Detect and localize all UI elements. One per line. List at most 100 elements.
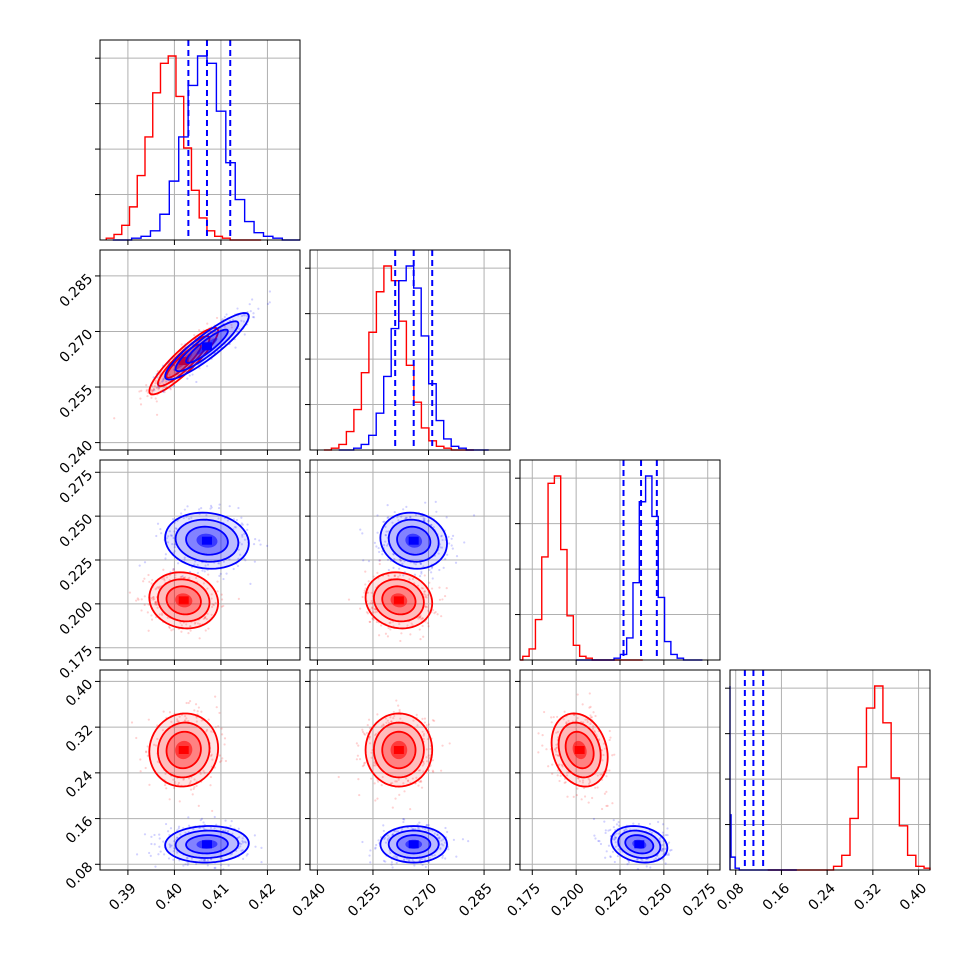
sample-point	[207, 718, 210, 721]
sample-point	[180, 512, 183, 515]
sample-point	[374, 764, 377, 767]
sample-point	[260, 861, 263, 864]
sample-point	[378, 559, 381, 562]
sample-point	[394, 855, 397, 859]
sample-point	[591, 796, 594, 800]
sample-point	[423, 590, 426, 593]
sample-point	[251, 315, 255, 319]
sample-point	[590, 716, 594, 719]
sample-point	[189, 788, 193, 791]
sample-point	[185, 701, 188, 705]
sample-point	[157, 388, 160, 391]
sample-point	[361, 840, 364, 844]
sample-point	[377, 546, 380, 550]
sample-point	[426, 828, 430, 832]
sample-point	[143, 595, 146, 598]
sample-point	[358, 758, 362, 761]
sample-point	[243, 557, 246, 560]
sample-point	[151, 578, 154, 582]
sample-point	[387, 568, 390, 572]
sample-point	[172, 786, 176, 790]
sample-point	[157, 853, 160, 856]
sample-point	[371, 617, 374, 621]
sample-point	[167, 857, 171, 860]
sample-point	[566, 795, 569, 798]
sample-point	[206, 587, 209, 590]
sample-point	[419, 614, 422, 617]
sample-point	[173, 545, 176, 549]
density-peak	[178, 746, 189, 754]
sample-point	[188, 576, 191, 579]
sample-point	[172, 551, 175, 555]
sample-point	[162, 378, 165, 381]
sample-point	[666, 853, 669, 856]
sample-point	[168, 530, 171, 533]
sample-point	[156, 586, 159, 589]
sample-point	[421, 764, 424, 767]
sample-point	[372, 764, 375, 767]
sample-point	[441, 856, 444, 859]
sample-point	[238, 842, 242, 845]
sample-point	[169, 534, 173, 537]
panel-content	[130, 695, 263, 870]
sample-point	[588, 780, 592, 784]
sample-point	[368, 854, 371, 857]
sample-point	[443, 594, 447, 598]
sample-point	[368, 620, 371, 623]
sample-point	[143, 577, 146, 580]
sample-point	[237, 827, 240, 830]
sample-point	[416, 823, 419, 826]
sample-point	[381, 775, 384, 779]
sample-point	[427, 594, 430, 597]
sample-point	[203, 616, 207, 619]
sample-point	[183, 556, 186, 559]
sample-point	[446, 830, 449, 834]
sample-point	[648, 829, 652, 833]
sample-point	[182, 516, 185, 520]
sample-point	[203, 771, 206, 774]
sample-point	[593, 731, 597, 734]
sample-point	[410, 622, 413, 625]
sample-point	[371, 602, 374, 605]
sample-point	[427, 609, 430, 612]
sample-point	[472, 514, 476, 517]
sample-point	[436, 833, 439, 836]
sample-point	[143, 603, 146, 606]
sample-point	[421, 617, 424, 620]
sample-point	[160, 612, 164, 615]
sample-point	[224, 829, 227, 832]
sample-point	[667, 852, 670, 855]
sample-point	[407, 779, 410, 782]
sample-point	[174, 782, 177, 786]
sample-point	[438, 836, 441, 839]
sample-point	[184, 576, 187, 579]
sample-point	[152, 596, 155, 599]
sample-point	[169, 571, 172, 574]
sample-point	[392, 855, 395, 858]
sample-point	[575, 794, 579, 797]
sample-point	[168, 373, 171, 376]
sample-point	[545, 748, 548, 751]
sample-point	[145, 390, 148, 393]
sample-point	[370, 751, 373, 754]
sample-point	[168, 387, 172, 390]
sample-point	[152, 598, 155, 601]
sample-point	[429, 747, 432, 751]
sample-point	[375, 545, 378, 548]
sample-point	[243, 538, 247, 541]
sample-point	[236, 307, 239, 310]
sample-point	[375, 620, 378, 624]
sample-point	[154, 601, 157, 605]
sample-point	[383, 836, 387, 839]
sample-point	[367, 718, 371, 721]
sample-point	[411, 859, 414, 862]
sample-point	[395, 861, 398, 865]
sample-point	[214, 866, 217, 869]
sample-point	[178, 800, 181, 803]
sample-point	[384, 525, 387, 528]
sample-point	[218, 562, 221, 565]
sample-point	[557, 754, 560, 757]
sample-point	[173, 543, 176, 546]
sample-point	[382, 520, 385, 523]
sample-point	[161, 613, 164, 617]
